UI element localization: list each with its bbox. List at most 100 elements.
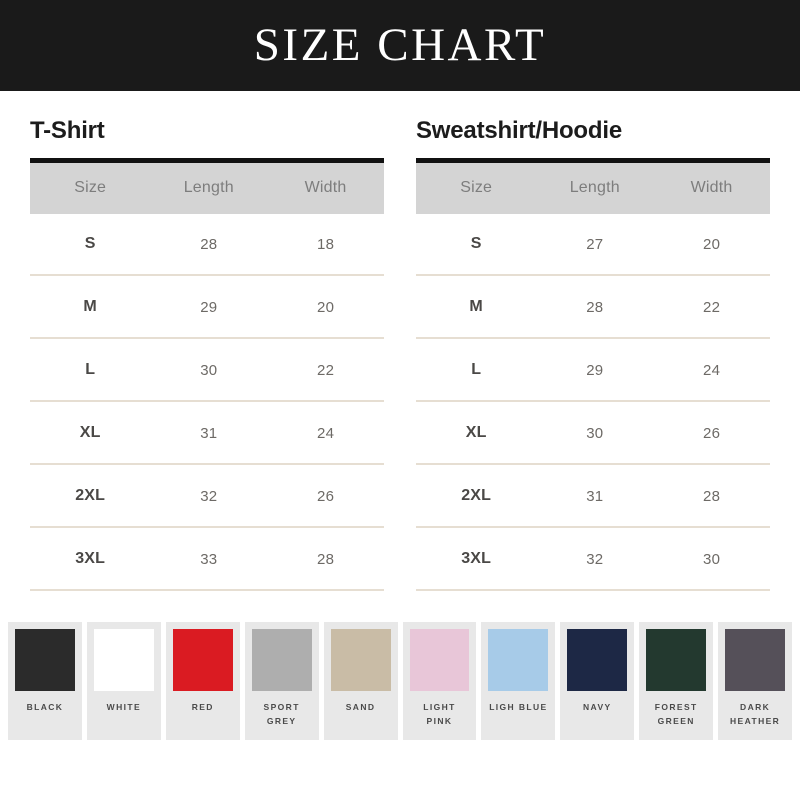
- table-row: S 28 18: [30, 214, 384, 277]
- color-label: DARK HEATHER: [729, 702, 781, 726]
- cell-length: 32: [150, 464, 268, 529]
- color-chip: [488, 629, 549, 692]
- column-header-width: Width: [653, 158, 770, 215]
- size-table-sweatshirt: Size Length Width S 27 20 M 28 22 L: [416, 158, 770, 592]
- cell-width: 22: [653, 275, 770, 340]
- color-swatch-dark-heather[interactable]: DARK HEATHER: [718, 622, 793, 741]
- cell-width: 28: [267, 527, 384, 592]
- cell-length: 28: [150, 214, 268, 277]
- column-header-width: Width: [267, 158, 384, 215]
- color-label: FOREST GREEN: [654, 702, 698, 726]
- color-swatch-sand[interactable]: SAND: [323, 622, 398, 741]
- size-table-block-tshirt: T-Shirt Size Length Width S 28 18 M 29: [30, 117, 384, 592]
- table-header-row: Size Length Width: [30, 158, 384, 215]
- cell-size: 3XL: [30, 527, 151, 592]
- cell-width: 26: [653, 401, 770, 466]
- cell-width: 30: [653, 527, 770, 592]
- table-body: S 28 18 M 29 20 L 30 22 XL 31 24: [30, 214, 384, 592]
- cell-length: 28: [536, 275, 654, 340]
- size-table-block-sweatshirt: Sweatshirt/Hoodie Size Length Width S 27…: [416, 117, 770, 592]
- color-label: SAND: [345, 702, 376, 713]
- color-swatch-row: BLACK WHITE RED SPORT GREY SAND LIGHT PI…: [0, 622, 800, 741]
- cell-width: 18: [267, 214, 384, 277]
- color-label: RED: [191, 702, 214, 713]
- cell-length: 29: [150, 275, 268, 340]
- column-header-length: Length: [536, 158, 654, 215]
- cell-length: 33: [150, 527, 268, 592]
- color-chip: [725, 629, 786, 692]
- color-swatch-navy[interactable]: NAVY: [560, 622, 635, 741]
- color-chip: [251, 629, 312, 692]
- cell-size: 2XL: [416, 464, 537, 529]
- cell-width: 28: [653, 464, 770, 529]
- color-chip: [646, 629, 707, 692]
- color-swatch-red[interactable]: RED: [165, 622, 240, 741]
- color-swatch-black[interactable]: BLACK: [8, 622, 82, 741]
- table-row: M 29 20: [30, 275, 384, 340]
- color-label: WHITE: [106, 702, 142, 713]
- size-tables-container: T-Shirt Size Length Width S 28 18 M 29: [0, 117, 800, 592]
- column-header-length: Length: [150, 158, 268, 215]
- cell-width: 20: [653, 214, 770, 277]
- color-chip: [172, 629, 233, 692]
- color-swatch-sport-grey[interactable]: SPORT GREY: [244, 622, 319, 741]
- page-header: SIZE CHART: [0, 0, 800, 91]
- table-row: XL 30 26: [416, 401, 770, 466]
- color-chip: [330, 629, 391, 692]
- color-swatch-light-pink[interactable]: LIGHT PINK: [402, 622, 477, 741]
- table-title-tshirt: T-Shirt: [30, 117, 105, 144]
- table-row: M 28 22: [416, 275, 770, 340]
- cell-length: 31: [536, 464, 654, 529]
- cell-length: 30: [536, 401, 654, 466]
- color-swatch-light-blue[interactable]: LIGH BLUE: [481, 622, 556, 741]
- cell-length: 32: [536, 527, 654, 592]
- column-header-size: Size: [416, 158, 537, 215]
- cell-length: 30: [150, 338, 268, 403]
- size-table-tshirt: Size Length Width S 28 18 M 29 20 L: [30, 158, 384, 592]
- color-swatch-forest-green[interactable]: FOREST GREEN: [639, 622, 714, 741]
- table-header-row: Size Length Width: [416, 158, 770, 215]
- color-chip: [409, 629, 470, 692]
- table-row: 2XL 31 28: [416, 464, 770, 529]
- color-label: NAVY: [583, 702, 612, 713]
- color-chip: [93, 629, 154, 692]
- table-row: L 29 24: [416, 338, 770, 403]
- table-row: XL 31 24: [30, 401, 384, 466]
- table-head: Size Length Width: [416, 158, 770, 215]
- cell-width: 22: [267, 338, 384, 403]
- color-label: LIGHT PINK: [423, 702, 456, 726]
- cell-length: 29: [536, 338, 654, 403]
- cell-size: S: [30, 214, 151, 277]
- table-row: S 27 20: [416, 214, 770, 277]
- cell-size: XL: [416, 401, 537, 466]
- table-row: 3XL 32 30: [416, 527, 770, 592]
- color-swatch-white[interactable]: WHITE: [86, 622, 161, 741]
- color-label: SPORT GREY: [263, 702, 300, 726]
- color-chip: [15, 629, 75, 692]
- cell-width: 24: [267, 401, 384, 466]
- color-label: BLACK: [26, 702, 64, 713]
- color-chip: [567, 629, 628, 692]
- cell-size: M: [416, 275, 537, 340]
- cell-width: 24: [653, 338, 770, 403]
- cell-size: L: [30, 338, 151, 403]
- column-header-size: Size: [30, 158, 151, 215]
- cell-width: 20: [267, 275, 384, 340]
- cell-length: 31: [150, 401, 268, 466]
- cell-size: XL: [30, 401, 151, 466]
- table-row: 2XL 32 26: [30, 464, 384, 529]
- page-title: SIZE CHART: [253, 19, 547, 71]
- cell-size: M: [30, 275, 151, 340]
- cell-size: S: [416, 214, 537, 277]
- cell-size: L: [416, 338, 537, 403]
- cell-length: 27: [536, 214, 654, 277]
- table-row: 3XL 33 28: [30, 527, 384, 592]
- table-head: Size Length Width: [30, 158, 384, 215]
- table-row: L 30 22: [30, 338, 384, 403]
- cell-width: 26: [267, 464, 384, 529]
- table-title-sweatshirt: Sweatshirt/Hoodie: [416, 117, 622, 144]
- cell-size: 3XL: [416, 527, 537, 592]
- cell-size: 2XL: [30, 464, 151, 529]
- color-label: LIGH BLUE: [489, 702, 548, 713]
- table-body: S 27 20 M 28 22 L 29 24 XL 30 26: [416, 214, 770, 592]
